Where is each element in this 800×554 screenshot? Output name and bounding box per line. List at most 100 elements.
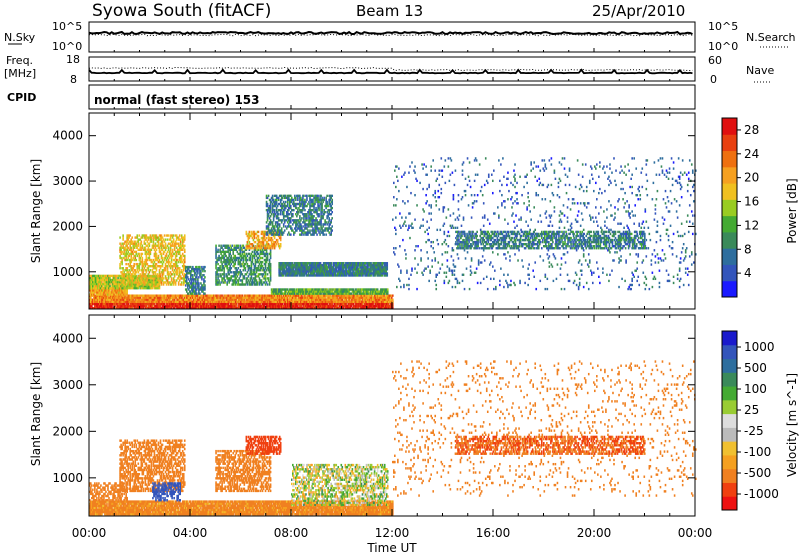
power-data-cell — [194, 306, 196, 310]
cpid-panel-frame — [88, 84, 696, 110]
power-data-cell — [193, 284, 195, 287]
power-data-cell — [259, 248, 262, 251]
power-data-cell — [181, 298, 184, 301]
power-data-cell — [126, 252, 128, 256]
power-data-cell — [172, 244, 175, 247]
power-data-cell — [131, 294, 134, 297]
power-data-cell — [183, 256, 186, 260]
power-data-cell — [320, 306, 322, 310]
power-data-cell — [145, 283, 148, 286]
power-data-cell — [284, 300, 287, 303]
power-data-cell — [115, 286, 117, 290]
power-data-cell — [113, 274, 115, 278]
power-data-cell — [254, 260, 257, 264]
power-data-cell — [130, 286, 133, 290]
power-data-cell — [242, 264, 245, 268]
power-data-cell — [344, 294, 347, 297]
power-data-cell — [122, 282, 124, 286]
power-data-cell — [330, 302, 332, 306]
power-data-cell — [252, 300, 255, 303]
power-data-cell — [280, 304, 283, 308]
power-data-cell — [261, 273, 264, 276]
power-data-cell — [108, 293, 110, 296]
power-data-cell — [174, 262, 177, 266]
power-data-cell — [327, 306, 329, 310]
power-data-cell — [210, 302, 212, 306]
power-data-cell — [247, 296, 250, 299]
power-data-cell — [153, 306, 156, 310]
power-data-cell — [358, 296, 361, 299]
power-data-cell — [225, 246, 227, 249]
power-data-cell — [319, 296, 321, 299]
power-data-cell — [180, 300, 183, 303]
power-data-cell — [114, 300, 116, 303]
power-data-cell — [108, 289, 110, 292]
power-data-cell — [148, 283, 151, 286]
power-data-cell — [229, 252, 231, 256]
power-data-cell — [166, 244, 169, 247]
power-data-cell — [164, 281, 167, 284]
power-data-cell — [241, 279, 244, 282]
power-data-cell — [236, 300, 239, 303]
power-data-cell — [255, 302, 258, 306]
power-data-cell — [234, 275, 237, 278]
power-data-cell — [265, 225, 268, 228]
power-data-cell — [176, 242, 179, 245]
power-data-cell — [190, 298, 192, 301]
power-data-cell — [227, 258, 229, 262]
power-data-cell — [345, 294, 348, 297]
power-data-cell — [387, 302, 390, 306]
power-data-cell — [166, 300, 169, 303]
power-data-cell — [375, 298, 378, 301]
power-data-cell — [327, 296, 329, 299]
power-data-cell — [152, 242, 155, 245]
power-data-cell — [246, 271, 249, 274]
power-data-cell — [141, 262, 144, 266]
power-data-cell — [150, 236, 153, 239]
power-data-cell — [254, 246, 257, 249]
power-data-cell — [226, 300, 228, 303]
power-data-cell — [262, 306, 265, 310]
power-data-cell — [250, 306, 253, 310]
power-data-cell — [368, 294, 371, 297]
power-data-cell — [148, 278, 151, 282]
power-data-cell — [158, 277, 161, 280]
power-data-cell — [133, 302, 136, 306]
power-data-cell — [269, 204, 272, 208]
power-data-cell — [376, 306, 379, 310]
power-data-cell — [248, 258, 251, 262]
power-data-cell — [226, 258, 228, 262]
power-data-cell — [123, 242, 125, 245]
power-data-cell — [145, 278, 148, 282]
power-data-cell — [178, 302, 181, 306]
power-data-cell — [151, 264, 154, 268]
power-data-cell — [97, 274, 99, 278]
power-data-cell — [169, 271, 172, 274]
power-data-cell — [220, 244, 222, 247]
power-data-cell — [251, 242, 254, 246]
power-data-cell — [129, 302, 132, 306]
power-data-cell — [135, 294, 138, 297]
power-data-cell — [120, 296, 122, 299]
power-data-cell — [106, 276, 108, 280]
power-data-cell — [263, 238, 266, 242]
power-data-cell — [318, 300, 320, 303]
power-data-cell — [307, 302, 309, 306]
power-data-cell — [352, 300, 355, 303]
power-data-cell — [107, 304, 109, 308]
power-data-cell — [178, 269, 181, 272]
power-data-cell — [91, 276, 93, 280]
power-data-cell — [250, 230, 253, 234]
power-data-cell — [197, 280, 199, 283]
power-data-cell — [260, 300, 263, 303]
power-data-cell — [299, 300, 301, 303]
power-data-cell — [373, 296, 376, 299]
power-data-cell — [98, 306, 100, 310]
power-data-cell — [130, 300, 133, 303]
power-data-cell — [256, 298, 259, 301]
power-data-cell — [198, 276, 200, 279]
power-data-cell — [267, 269, 270, 272]
power-data-cell — [242, 244, 245, 247]
power-data-cell — [139, 258, 142, 262]
power-data-cell — [314, 294, 316, 297]
